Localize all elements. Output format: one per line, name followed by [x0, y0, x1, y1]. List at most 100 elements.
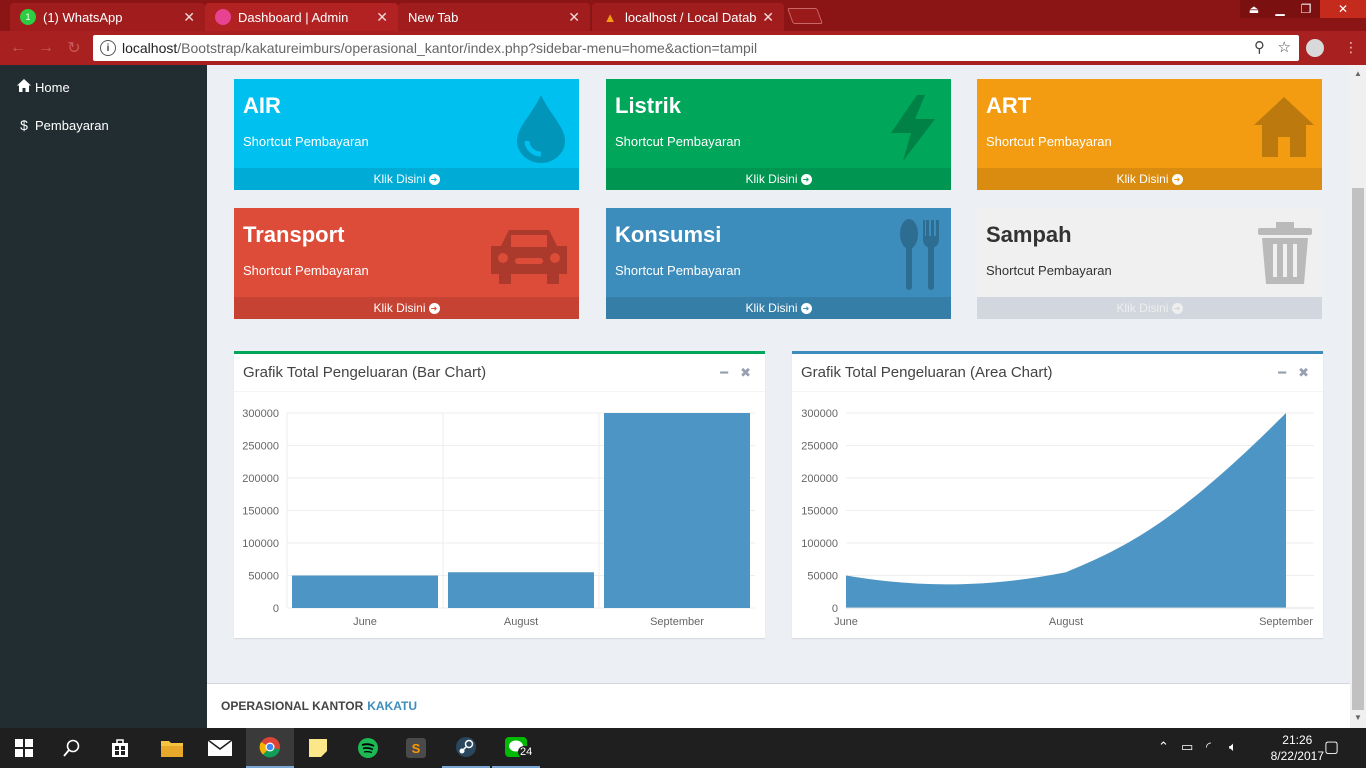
arrow-circle-right-icon: ➜ [800, 173, 812, 185]
box-link[interactable]: Klik Disini ➜ [977, 168, 1322, 190]
tab-whatsapp[interactable]: 1 (1) WhatsApp ✕ [10, 3, 205, 31]
area-chart-box: Grafik Total Pengeluaran (Area Chart) ━ … [792, 351, 1323, 638]
box-link[interactable]: Klik Disini ➜ [234, 168, 579, 190]
cutlery-icon [899, 218, 943, 292]
whatsapp-icon: 1 [20, 9, 36, 25]
sticky-notes-app[interactable] [294, 728, 342, 768]
x-tick-label: August [1049, 616, 1083, 628]
chevron-up-icon[interactable]: ⌃ [1158, 739, 1169, 754]
extension-icon[interactable] [1306, 39, 1324, 57]
minimize-button[interactable]: ▁ [1266, 0, 1294, 18]
spotify-app[interactable] [344, 728, 392, 768]
reload-button[interactable]: ↻ [67, 40, 81, 57]
box-link[interactable]: Klik Disini ➜ [606, 168, 951, 190]
search-button[interactable] [48, 728, 96, 768]
y-tick-label: 0 [273, 603, 279, 615]
close-window-button[interactable]: ✕ [1320, 0, 1366, 18]
box-link-label: Klik Disini [373, 172, 426, 186]
sidebar-item-pembayaran[interactable]: $ Pembayaran [0, 115, 109, 135]
dollar-icon: $ [20, 117, 28, 133]
x-tick-label: August [504, 616, 538, 628]
steam-icon [456, 737, 476, 757]
y-tick-label: 0 [832, 603, 838, 615]
box-title: Konsumsi [615, 222, 722, 247]
home-icon [17, 79, 31, 95]
back-button[interactable]: ← [10, 39, 26, 56]
line-app[interactable]: 24 [492, 728, 540, 768]
clock-date: 8/22/2017 [1270, 749, 1324, 763]
battery-icon[interactable]: ▭ [1181, 739, 1194, 754]
box-link[interactable]: Klik Disini ➜ [606, 297, 951, 319]
scroll-up-icon[interactable]: ▲ [1354, 69, 1362, 78]
box-subtitle: Shortcut Pembayaran [615, 134, 741, 149]
bar-chart: 0 50000 100000 150000 200000 250000 300000 June… [242, 408, 755, 628]
minimize-icon[interactable]: ━ [1278, 365, 1287, 380]
file-explorer-app[interactable] [148, 728, 196, 768]
box-transport: Transport Shortcut Pembayaran Klik Disin… [234, 208, 579, 319]
bar-august [448, 572, 594, 608]
lightning-icon [883, 93, 943, 163]
start-button[interactable] [0, 728, 48, 768]
store-app[interactable] [96, 728, 144, 768]
y-tick-label: 50000 [807, 571, 838, 583]
box-title: Transport [243, 222, 345, 247]
info-icon[interactable]: i [100, 40, 116, 56]
admin-icon [215, 9, 231, 25]
box-link[interactable]: Klik Disini ➜ [234, 297, 579, 319]
steam-app[interactable] [442, 728, 490, 768]
tab-title: Dashboard | Admin [238, 9, 349, 25]
close-icon[interactable]: ✕ [762, 8, 774, 25]
area-chart: 0 50000 100000 150000 200000 250000 300000 June… [801, 408, 1314, 628]
page-scrollbar[interactable]: ▲ ▼ [1350, 65, 1366, 728]
chrome-icon [259, 737, 280, 758]
tab-dashboard-admin[interactable]: Dashboard | Admin ✕ [205, 3, 398, 31]
arrow-circle-right-icon: ➜ [800, 302, 812, 314]
close-icon[interactable]: ✖ [1298, 365, 1309, 380]
water-drop-icon [511, 93, 571, 163]
bookmark-star-icon[interactable]: ☆ [1277, 39, 1291, 56]
close-icon[interactable]: ✖ [740, 365, 751, 380]
user-icon[interactable]: ⏏ [1240, 0, 1268, 18]
box-link[interactable]: Klik Disini ➜ [977, 297, 1322, 319]
box-subtitle: Shortcut Pembayaran [615, 263, 741, 278]
y-tick-label: 300000 [242, 408, 279, 420]
close-icon[interactable]: ✕ [376, 8, 388, 25]
sidebar-item-home[interactable]: Home [0, 77, 70, 97]
x-tick-label: September [650, 616, 704, 628]
bar-september [604, 413, 750, 608]
page-footer: OPERASIONAL KANTOR KAKATU [207, 683, 1350, 728]
y-tick-label: 150000 [801, 506, 838, 518]
minimize-icon[interactable]: ━ [720, 365, 729, 380]
mail-app[interactable] [196, 728, 244, 768]
address-bar[interactable]: i localhost/Bootstrap/kakatureimburs/ope… [93, 35, 1299, 61]
close-icon[interactable]: ✕ [183, 8, 195, 25]
y-tick-label: 250000 [801, 441, 838, 453]
notifications-icon[interactable]: ▢ [1324, 739, 1340, 756]
box-link-label: Klik Disini [745, 301, 798, 315]
x-tick-label: June [834, 616, 858, 628]
zoom-icon[interactable]: ⚲ [1254, 39, 1265, 56]
box-title: Sampah [986, 222, 1072, 247]
arrow-circle-right-icon: ➜ [1171, 173, 1183, 185]
close-icon[interactable]: ✕ [568, 8, 580, 25]
box-listrik: Listrik Shortcut Pembayaran Klik Disini ➜ [606, 79, 951, 190]
tab-phpmyadmin[interactable]: ▲ localhost / Local Databas ✕ [592, 3, 784, 31]
store-icon [112, 739, 128, 757]
tab-new-tab[interactable]: New Tab ✕ [398, 3, 590, 31]
forward-button[interactable]: → [38, 39, 54, 56]
box-link-label: Klik Disini [1116, 172, 1169, 186]
restore-button[interactable]: ❐ [1292, 0, 1320, 18]
scroll-down-icon[interactable]: ▼ [1354, 713, 1362, 722]
search-icon [63, 739, 80, 757]
box-link-label: Klik Disini [745, 172, 798, 186]
new-tab-button[interactable] [787, 8, 823, 24]
taskbar-clock[interactable]: 21:26 8/22/2017 [1271, 732, 1324, 764]
scrollbar-thumb[interactable] [1352, 188, 1364, 710]
sublime-text-app[interactable]: S [392, 728, 440, 768]
footer-brand-link[interactable]: KAKATU [367, 699, 418, 713]
volume-icon[interactable]: 🔈︎ [1229, 739, 1237, 754]
chrome-app[interactable] [246, 728, 294, 768]
menu-icon[interactable]: ⋮ [1344, 39, 1358, 55]
wifi-icon[interactable]: ◜ [1206, 739, 1212, 754]
house-icon [1254, 93, 1314, 163]
